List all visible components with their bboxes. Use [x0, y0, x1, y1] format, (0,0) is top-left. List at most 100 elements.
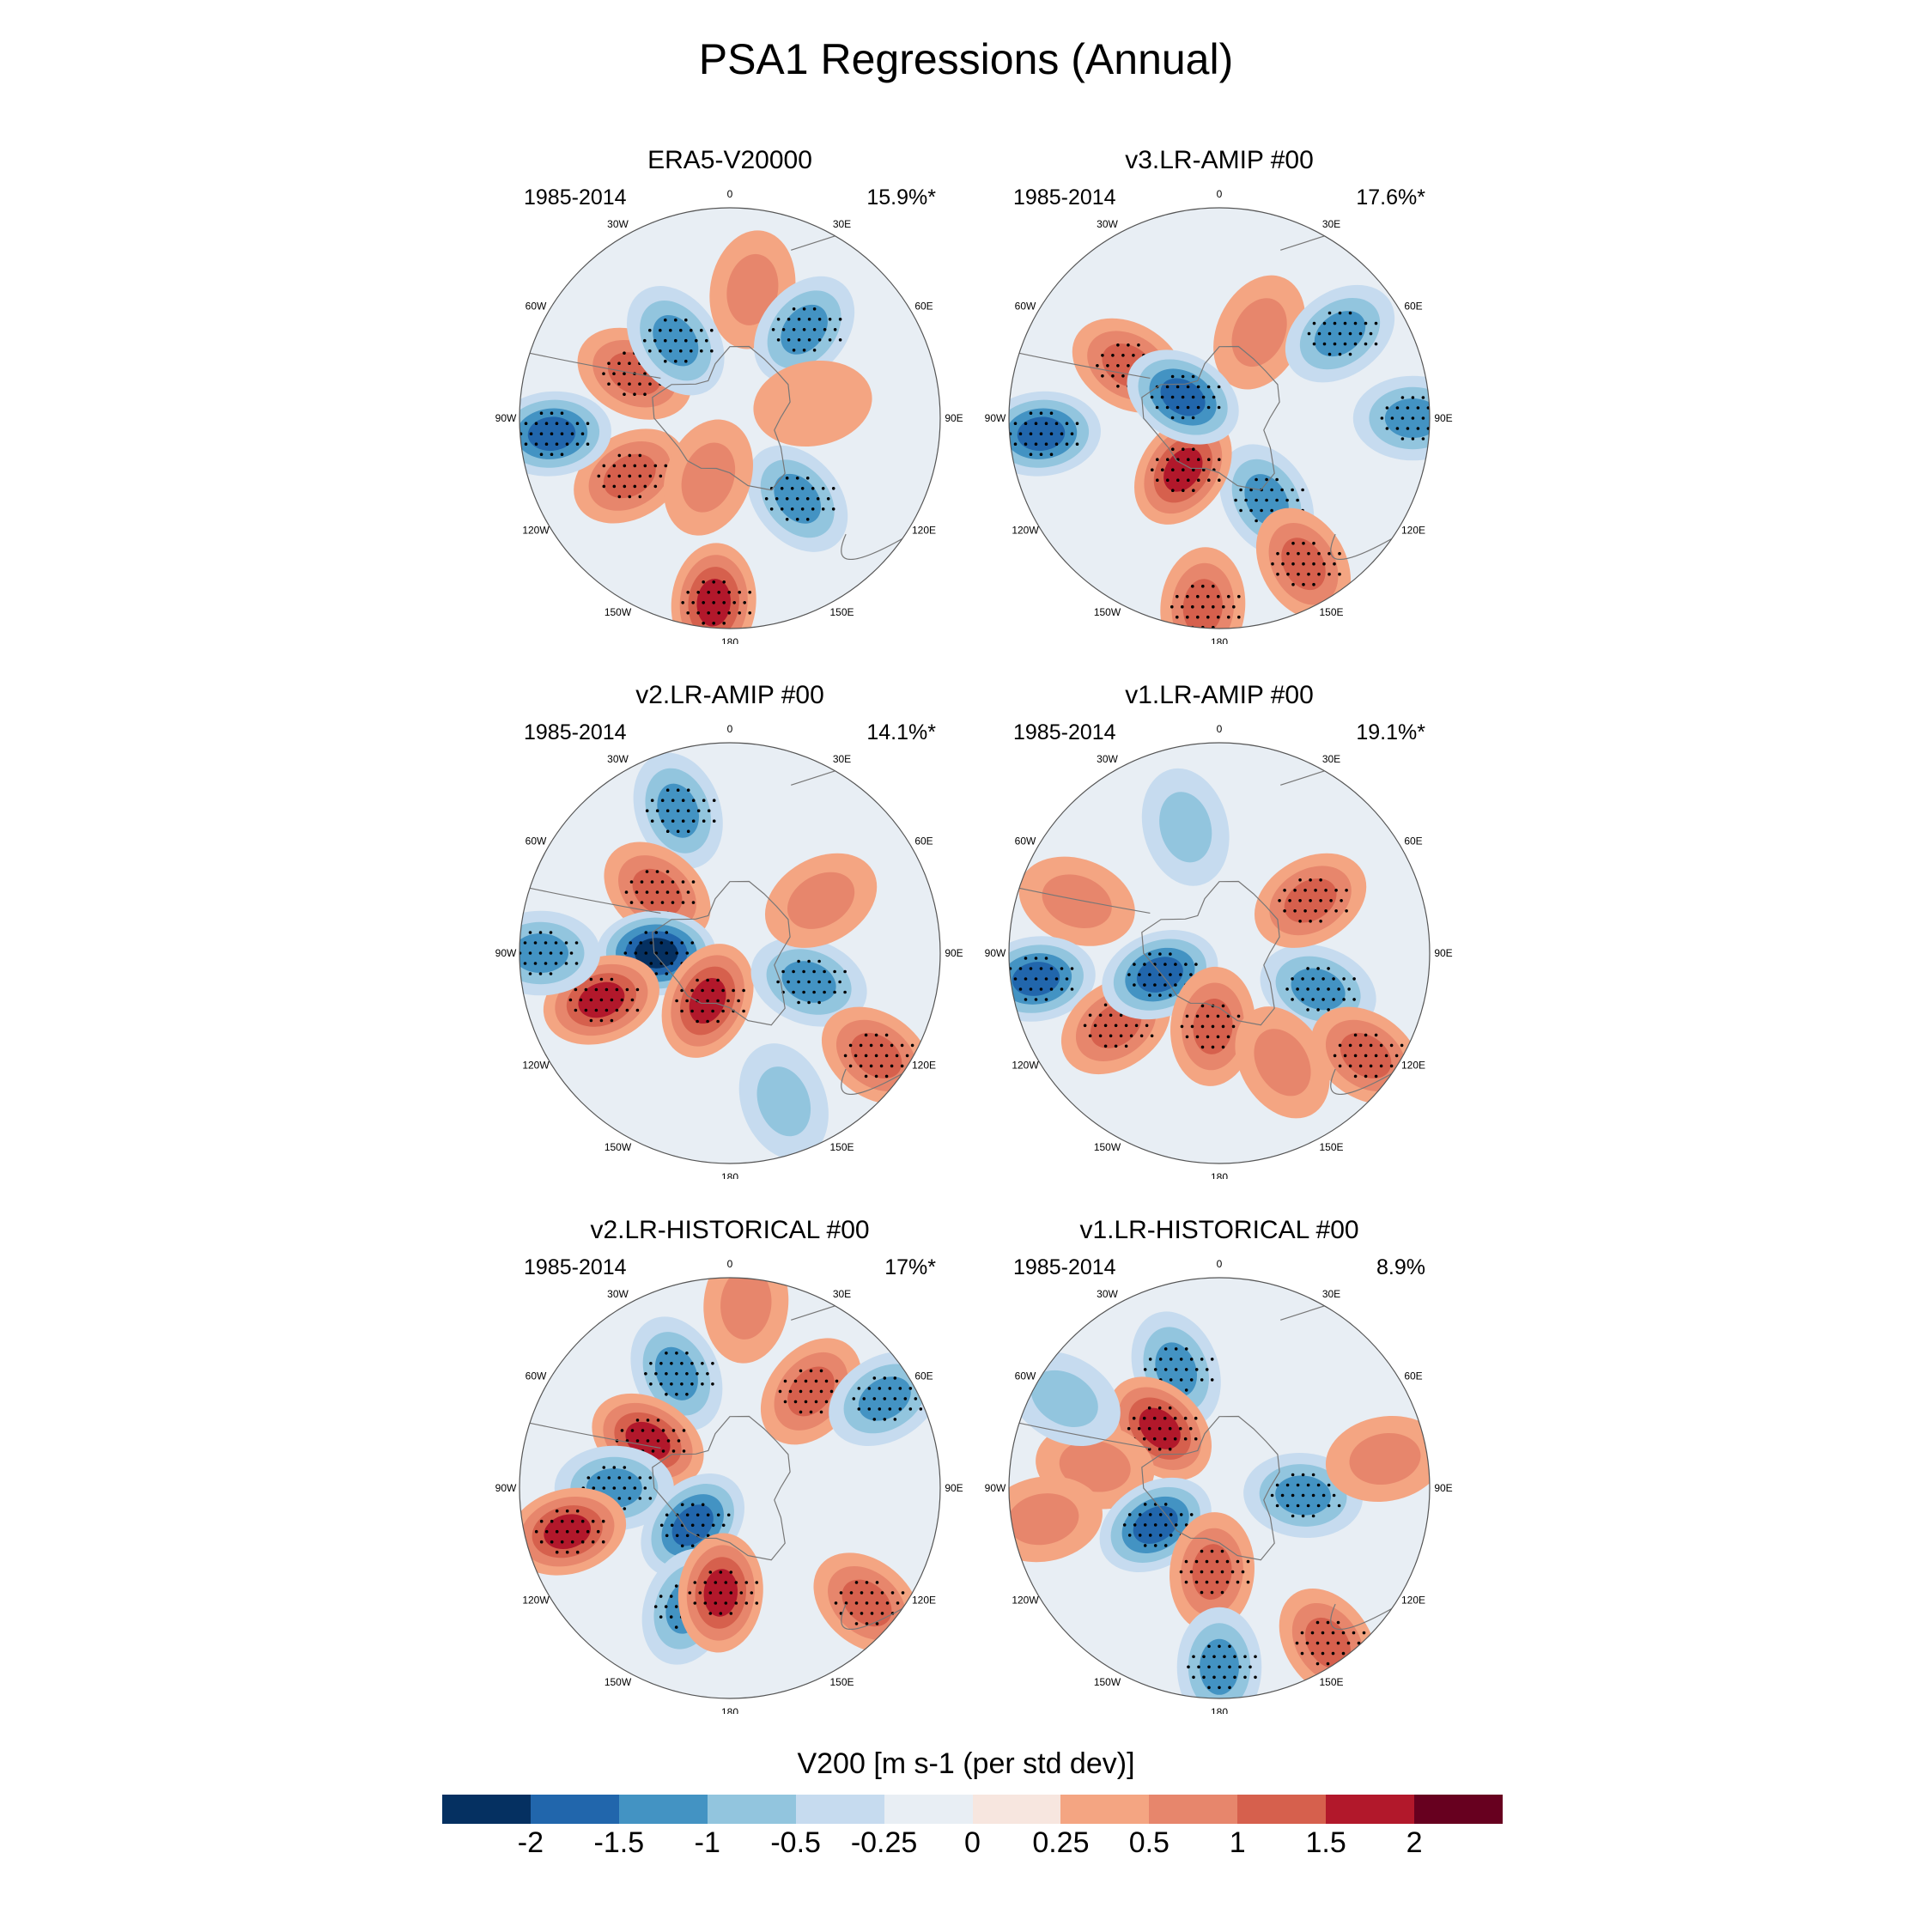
stipple-dot — [807, 980, 811, 984]
stipple-dot — [635, 890, 639, 894]
stipple-dot — [1049, 411, 1054, 416]
stipple-dot — [1324, 889, 1327, 892]
stipple-dot — [729, 1612, 733, 1615]
longitude-label: 60W — [1015, 835, 1036, 848]
stipple-dot — [596, 1529, 600, 1534]
stipple-dot — [1151, 468, 1154, 471]
stipple-dot — [1342, 998, 1346, 1001]
stipple-dot — [781, 328, 786, 331]
stipple-dot — [565, 1529, 569, 1534]
longitude-label: 120E — [912, 1595, 936, 1607]
map-boundary — [1008, 207, 1431, 629]
stipple-dot — [1169, 1513, 1173, 1516]
stipple-dot — [787, 980, 790, 984]
stipple-dot — [670, 1523, 674, 1528]
stipple-dot — [1217, 385, 1221, 389]
stipple-dot — [680, 1362, 683, 1365]
stipple-dot — [648, 474, 653, 478]
stipple-dot — [1395, 427, 1400, 430]
stipple-dot — [640, 901, 644, 904]
stipple-dot — [1179, 973, 1182, 976]
stipple-dot — [674, 1605, 678, 1608]
stipple-dot — [890, 1064, 894, 1068]
stipple-dot — [1301, 977, 1304, 981]
stipple-dot — [623, 372, 626, 375]
stipple-dot — [1121, 374, 1125, 378]
stipple-dot — [1186, 594, 1189, 598]
stipple-dot — [706, 999, 709, 1003]
stipple-dot — [716, 978, 720, 982]
stipple-dot — [1220, 1549, 1224, 1553]
stipple-dot — [1291, 488, 1294, 492]
stipple-dot — [574, 1008, 578, 1012]
stipple-dot — [711, 1382, 714, 1386]
stipple-dot — [1379, 1064, 1383, 1068]
stipple-dot — [879, 1043, 884, 1048]
stipple-dot — [1034, 442, 1038, 446]
stipple-dot — [1239, 488, 1242, 492]
stipple-dot — [1319, 899, 1322, 902]
stipple-dot — [1348, 352, 1352, 356]
stipple-dot — [665, 1352, 668, 1355]
stipple-dot — [659, 349, 662, 353]
stipple-dot — [665, 1513, 669, 1517]
stipple-dot — [643, 464, 647, 468]
stipple-dot — [560, 453, 564, 456]
stipple-dot — [1348, 1043, 1352, 1048]
stipple-dot — [589, 977, 593, 981]
stipple-dot — [633, 484, 637, 489]
map-boundary — [519, 742, 941, 1164]
stipple-dot — [1111, 374, 1115, 378]
stipple-dot — [1352, 998, 1356, 1001]
stipple-dot — [1176, 594, 1179, 598]
stipple-dot — [1326, 1662, 1330, 1666]
australia-coastline — [841, 1068, 902, 1095]
anomaly-blob — [764, 853, 878, 948]
stipple-dot — [1054, 977, 1059, 981]
stipple-dot — [790, 487, 794, 490]
stipple-dot — [1243, 1675, 1247, 1680]
stipple-dot — [1291, 1473, 1295, 1477]
stipple-dot — [1312, 321, 1316, 325]
stipple-dot — [691, 601, 695, 605]
stipple-dot — [1275, 498, 1279, 502]
stipple-dot — [1342, 977, 1346, 981]
stipple-dot — [1189, 973, 1193, 976]
stipple-dot — [1147, 1426, 1151, 1431]
significance-stipple — [771, 307, 842, 352]
stipple-dot — [1096, 364, 1099, 368]
stipple-dot — [1326, 1620, 1330, 1625]
stipple-dot — [602, 372, 605, 375]
stipple-dot — [804, 1400, 808, 1404]
stipple-dot — [1197, 1665, 1200, 1669]
anomaly-contour — [1349, 1432, 1421, 1485]
stipple-dot — [656, 1439, 660, 1443]
panel-title: v1.LR-HISTORICAL #00 — [1079, 1216, 1359, 1244]
stipple-dot — [684, 318, 688, 322]
stipple-dot — [712, 580, 715, 584]
stipple-dot — [1411, 416, 1415, 420]
panel-era5: ERA5-V20000 1985-2014 15.9%* 0 30E 60E 90E 1… — [489, 146, 970, 644]
stipple-dot — [711, 1362, 714, 1365]
stipple-dot — [701, 1503, 705, 1507]
stipple-dot — [1039, 432, 1043, 436]
stipple-dot — [1255, 477, 1258, 482]
stipple-dot — [644, 931, 648, 934]
stipple-dot — [1333, 1054, 1337, 1058]
stipple-dot — [1338, 1064, 1342, 1068]
stipple-dot — [706, 978, 709, 982]
stipple-dot — [599, 1018, 604, 1023]
stipple-dot — [1221, 1045, 1225, 1049]
stipple-dot — [654, 951, 659, 955]
stipple-dot — [690, 1523, 695, 1528]
stipple-dot — [707, 591, 710, 594]
stipple-dot — [1385, 427, 1389, 430]
stipple-dot — [1303, 909, 1307, 913]
period-label: 1985-2014 — [1013, 1255, 1116, 1279]
stipple-dot — [529, 432, 533, 436]
stipple-dot — [1024, 442, 1028, 446]
stipple-dot — [1352, 977, 1356, 981]
stipple-dot — [1163, 1347, 1168, 1351]
stipple-dot — [812, 990, 816, 994]
stipple-dot — [1182, 447, 1185, 451]
